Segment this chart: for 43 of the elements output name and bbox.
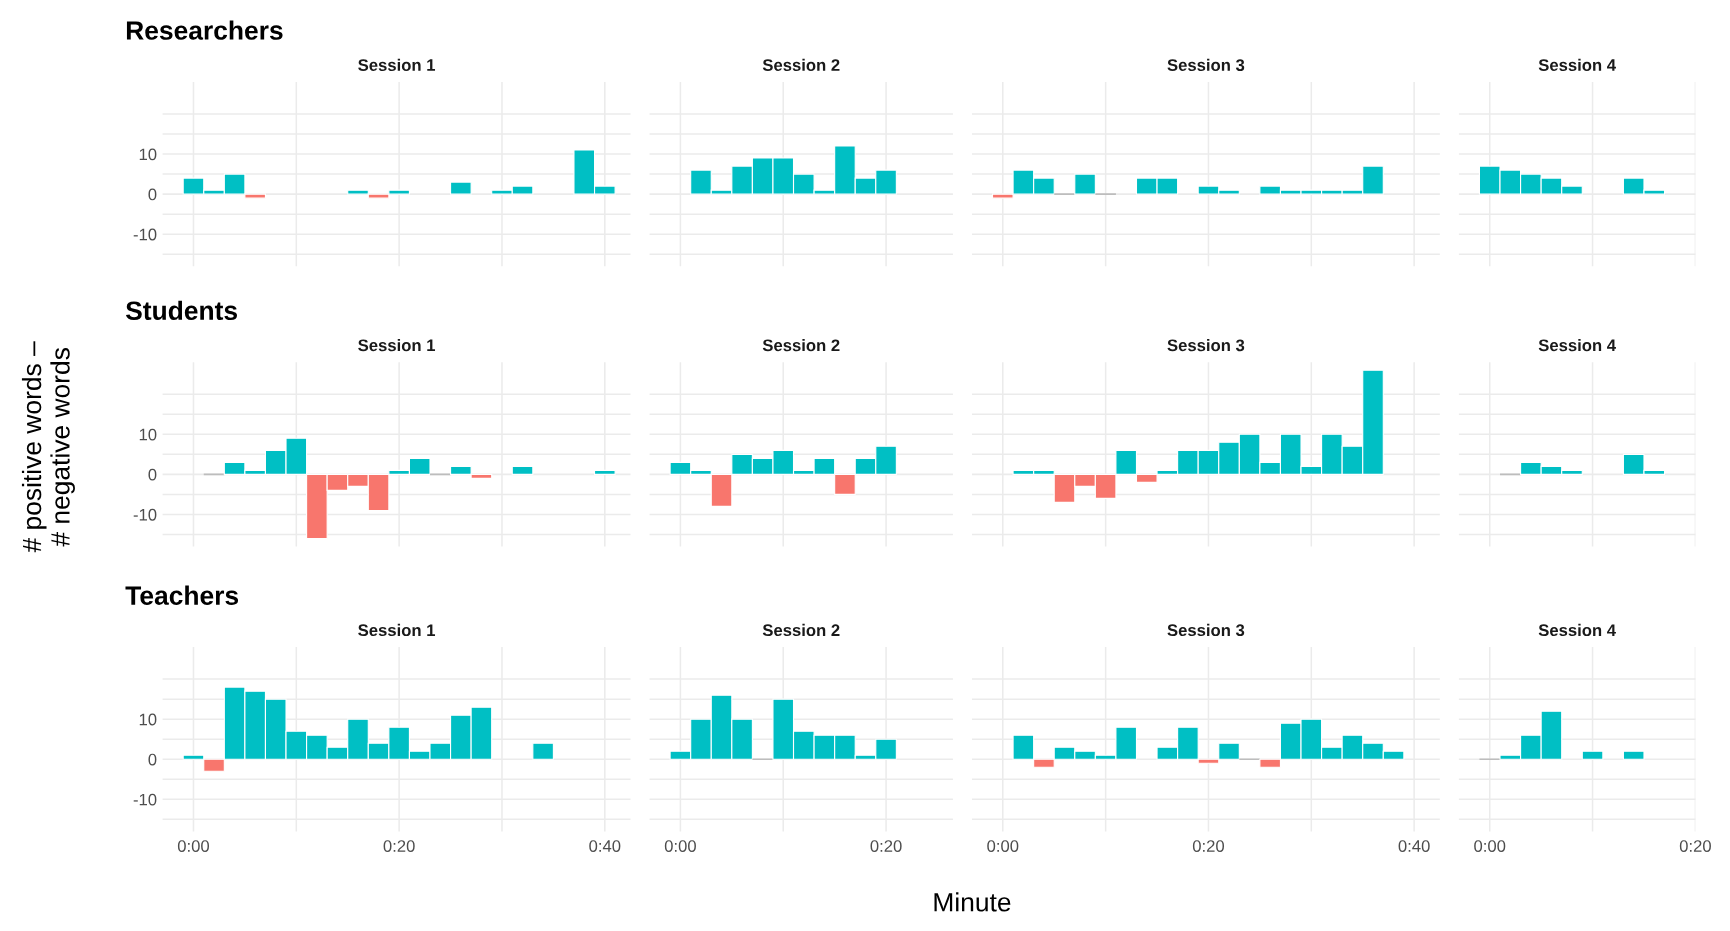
x-tick-label: 0:40: [1398, 840, 1430, 852]
x-tick-label: 0:20: [383, 840, 415, 852]
y-tick-label: -10: [133, 228, 157, 241]
x-tick-label: 0:20: [870, 840, 902, 852]
y-tick-label: -10: [133, 508, 157, 521]
y-tick-label: 10: [139, 148, 157, 161]
chart-title: Session 1: [358, 338, 436, 352]
bar: [450, 181, 472, 195]
chart-title: Session 1: [358, 623, 436, 637]
x-tick-label: 0:00: [177, 840, 210, 852]
bar: [511, 465, 534, 475]
chart-title: Session 2: [762, 338, 840, 352]
chart-title: Session 3: [1167, 623, 1245, 637]
chart-title: Session 4: [1538, 338, 1616, 352]
x-axis-title: Minute: [934, 892, 1011, 912]
chart-title: Session 4: [1538, 623, 1616, 637]
bar: [1581, 750, 1604, 760]
x-tick-label: 0:00: [664, 840, 696, 852]
y-tick-label: 0: [148, 188, 157, 201]
x-tick-label: 0:20: [1192, 840, 1225, 852]
bar: [593, 469, 616, 475]
y-tick-label: 0: [148, 468, 157, 481]
chart-title: Session 4: [1538, 58, 1616, 71]
y-tick-label: 10: [139, 428, 157, 441]
bar: [532, 742, 554, 760]
y-tick-label: 0: [148, 753, 157, 766]
y-tick-label: -10: [133, 793, 157, 806]
y-axis-title: # positive words – # negative words: [21, 341, 75, 553]
chart-title: Session 2: [762, 623, 840, 637]
x-tick-label: 0:20: [1679, 840, 1711, 852]
text: Students: [125, 300, 237, 321]
bar: [1622, 750, 1645, 760]
x-tick-label: 0:00: [1474, 840, 1506, 852]
text: Teachers: [125, 585, 239, 605]
x-tick-label: 0:00: [987, 840, 1019, 852]
bar: [1074, 173, 1096, 195]
text: Researchers: [126, 20, 283, 40]
chart-title: Session 3: [1167, 58, 1245, 71]
chart-title: Session 3: [1167, 338, 1245, 352]
x-tick-label: 0:40: [589, 840, 621, 852]
y-tick-label: 10: [139, 713, 157, 726]
chart-title: Session 1: [358, 58, 436, 71]
chart-title: Session 2: [762, 58, 840, 71]
